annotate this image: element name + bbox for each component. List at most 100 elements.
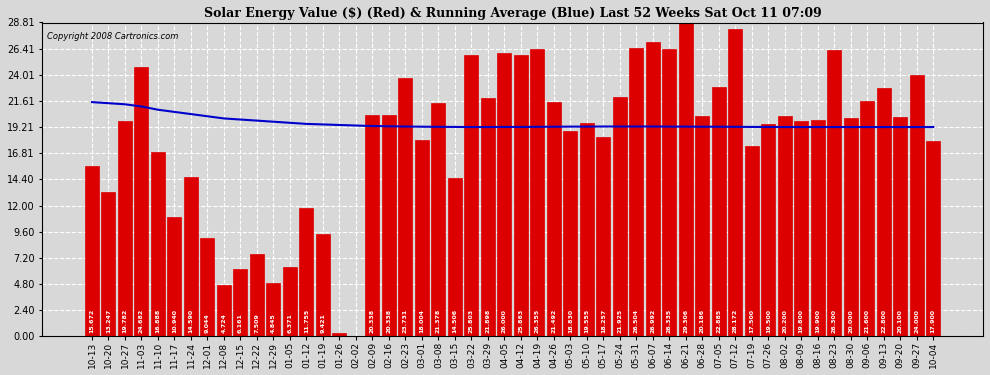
Text: 20.200: 20.200: [782, 309, 787, 333]
Bar: [464, 55, 478, 336]
Title: Solar Energy Value ($) (Red) & Running Average (Blue) Last 52 Weeks Sat Oct 11 0: Solar Energy Value ($) (Red) & Running A…: [204, 7, 822, 20]
Text: 11.755: 11.755: [304, 309, 309, 333]
Text: 24.682: 24.682: [139, 309, 144, 333]
Bar: [761, 124, 775, 336]
Text: 6.161: 6.161: [238, 313, 243, 333]
Text: 10.940: 10.940: [172, 309, 177, 333]
Bar: [910, 75, 924, 336]
Text: 20.100: 20.100: [898, 309, 903, 333]
Bar: [398, 78, 413, 336]
Bar: [167, 217, 181, 336]
Bar: [283, 267, 297, 336]
Bar: [184, 177, 198, 336]
Text: 26.300: 26.300: [832, 309, 837, 333]
Text: 25.863: 25.863: [519, 309, 524, 333]
Bar: [85, 166, 99, 336]
Text: 19.900: 19.900: [816, 309, 821, 333]
Text: 21.925: 21.925: [618, 309, 623, 333]
Bar: [860, 101, 874, 336]
Bar: [695, 116, 710, 336]
Text: 6.371: 6.371: [287, 313, 292, 333]
Text: 17.900: 17.900: [931, 309, 936, 333]
Text: 13.247: 13.247: [106, 309, 111, 333]
Bar: [432, 104, 446, 336]
Bar: [118, 121, 132, 336]
Text: 21.492: 21.492: [551, 309, 556, 333]
Text: Copyright 2008 Cartronics.com: Copyright 2008 Cartronics.com: [47, 32, 178, 41]
Text: 20.338: 20.338: [370, 309, 375, 333]
Bar: [893, 117, 907, 336]
Bar: [266, 284, 280, 336]
Bar: [563, 131, 577, 336]
Text: 4.845: 4.845: [271, 313, 276, 333]
Bar: [580, 123, 594, 336]
Text: 25.803: 25.803: [469, 309, 474, 333]
Text: 14.590: 14.590: [188, 309, 193, 333]
Bar: [135, 68, 148, 336]
Text: 19.555: 19.555: [584, 309, 589, 333]
Bar: [811, 120, 825, 336]
Text: 22.885: 22.885: [717, 309, 722, 333]
Bar: [794, 121, 808, 336]
Bar: [150, 152, 165, 336]
Bar: [662, 50, 676, 336]
Text: 21.600: 21.600: [865, 309, 870, 333]
Bar: [365, 115, 379, 336]
Bar: [843, 118, 857, 336]
Bar: [333, 333, 346, 336]
Text: 9.421: 9.421: [321, 313, 326, 333]
Text: 29.306: 29.306: [683, 309, 688, 333]
Text: 7.509: 7.509: [254, 313, 259, 333]
Bar: [546, 102, 561, 336]
Text: 9.044: 9.044: [205, 313, 210, 333]
Text: 22.800: 22.800: [881, 309, 886, 333]
Text: 18.004: 18.004: [420, 309, 425, 333]
Bar: [447, 178, 462, 336]
Text: 18.830: 18.830: [568, 309, 573, 333]
Text: 21.378: 21.378: [436, 309, 441, 333]
Text: 20.000: 20.000: [848, 309, 853, 333]
Bar: [596, 137, 611, 336]
Text: 19.500: 19.500: [766, 309, 771, 333]
Text: 24.000: 24.000: [915, 309, 920, 333]
Bar: [613, 98, 627, 336]
Bar: [514, 55, 528, 336]
Text: 28.172: 28.172: [733, 309, 738, 333]
Bar: [679, 17, 693, 336]
Text: 23.731: 23.731: [403, 309, 408, 333]
Bar: [744, 146, 758, 336]
Text: 20.186: 20.186: [700, 309, 705, 333]
Text: 16.888: 16.888: [155, 309, 160, 333]
Bar: [200, 238, 215, 336]
Text: 21.898: 21.898: [485, 309, 490, 333]
Bar: [217, 285, 231, 336]
Text: 26.504: 26.504: [634, 309, 639, 333]
Bar: [382, 115, 396, 336]
Text: 18.257: 18.257: [601, 309, 606, 333]
Text: 17.500: 17.500: [749, 309, 754, 333]
Bar: [497, 53, 512, 336]
Text: 20.338: 20.338: [386, 309, 391, 333]
Bar: [316, 234, 330, 336]
Text: 19.800: 19.800: [799, 309, 804, 333]
Text: 26.992: 26.992: [650, 309, 655, 333]
Bar: [712, 87, 726, 336]
Text: 26.355: 26.355: [535, 309, 540, 333]
Bar: [828, 50, 842, 336]
Bar: [877, 88, 891, 336]
Bar: [249, 255, 264, 336]
Bar: [234, 269, 248, 336]
Text: 26.335: 26.335: [667, 309, 672, 333]
Bar: [645, 42, 660, 336]
Text: 15.672: 15.672: [89, 309, 94, 333]
Text: 26.000: 26.000: [502, 309, 507, 333]
Text: 4.724: 4.724: [222, 313, 227, 333]
Bar: [299, 208, 314, 336]
Bar: [729, 30, 742, 336]
Bar: [778, 116, 792, 336]
Bar: [415, 140, 429, 336]
Text: 19.782: 19.782: [123, 309, 128, 333]
Bar: [101, 192, 116, 336]
Text: 14.506: 14.506: [452, 309, 457, 333]
Bar: [481, 98, 495, 336]
